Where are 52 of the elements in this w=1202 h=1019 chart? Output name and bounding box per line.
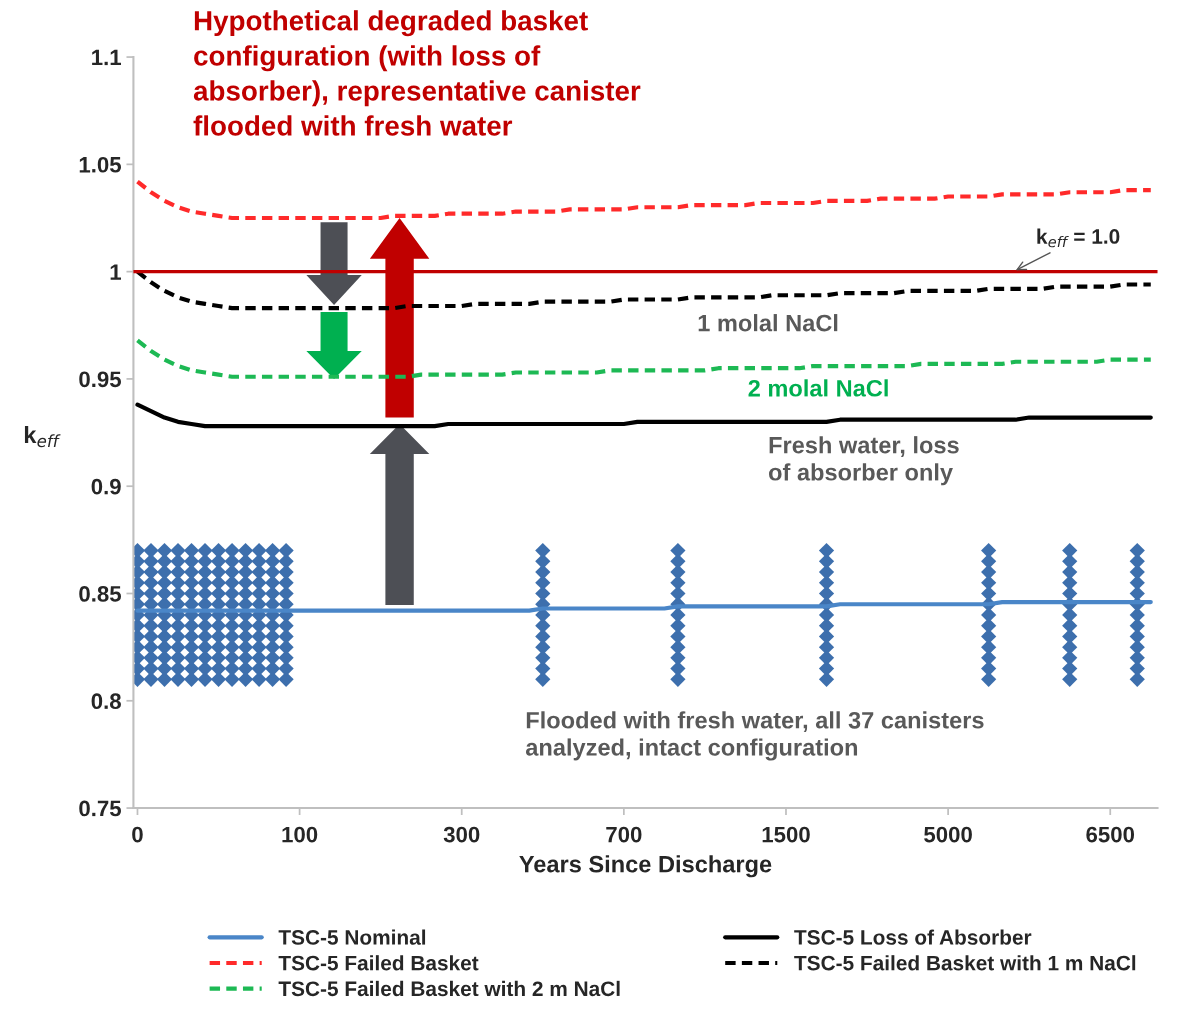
- y-tick-label: 1.05: [79, 156, 121, 173]
- line-series: [135, 338, 1153, 379]
- y-tick-label: 0.8: [91, 693, 121, 710]
- point: [210, 564, 227, 580]
- y-tick-label: 0.85: [79, 586, 121, 602]
- y-tick-label: 0.75: [79, 800, 121, 817]
- legend-label: TSC-5 Failed Basket with 1 m NaCl: [794, 955, 1136, 971]
- point: [1062, 639, 1078, 655]
- line-series: [135, 402, 1153, 429]
- x-tick-label: 6500: [1086, 826, 1135, 843]
- y-tick-label: 0.9: [91, 478, 121, 495]
- x-tick-label: 300: [443, 826, 480, 843]
- point: [264, 564, 281, 580]
- annotation: Hypothetical degraded basket configuration (with loss of absorber), representative canister flooded with fresh water: [193, 10, 641, 136]
- point: [210, 650, 227, 666]
- legend-label: TSC-5 Loss of Absorber: [794, 929, 1032, 945]
- point: [264, 650, 281, 666]
- point: [670, 650, 686, 666]
- annotation: Flooded with fresh water, all 37 canisters analyzed, intact configuration: [525, 711, 984, 761]
- point: [237, 639, 254, 655]
- point: [278, 564, 294, 580]
- legend-label: TSC-5 Nominal: [278, 929, 426, 945]
- ref-line-label: k$_{eff}$ = 1.0: [1037, 228, 1120, 248]
- y-tick-label: 1: [110, 264, 121, 280]
- y-tick-label: 0.95: [79, 371, 121, 388]
- x-tick-label: 5000: [924, 826, 972, 843]
- x-tick-label: 700: [606, 826, 642, 843]
- line-series: [135, 179, 1153, 221]
- legend-label: TSC-5 Failed Basket with 2 m NaCl: [278, 980, 620, 997]
- x-axis-title: Years Since Discharge: [519, 855, 772, 878]
- point: [1062, 575, 1078, 591]
- point: [535, 650, 551, 666]
- x-tick-label: 0: [132, 826, 143, 843]
- legend-label: TSC-5 Failed Basket: [278, 955, 479, 971]
- y-tick-label: 1.1: [92, 49, 121, 66]
- point: [1129, 650, 1145, 666]
- point: [264, 639, 281, 655]
- point: [237, 650, 254, 666]
- annotation: 2 molal NaCl: [748, 379, 888, 397]
- point: [237, 564, 254, 580]
- point: [1062, 650, 1078, 666]
- x-tick-label: 100: [282, 826, 318, 843]
- point: [535, 575, 551, 591]
- annotation: 1 molal NaCl: [698, 314, 838, 332]
- point: [981, 575, 997, 591]
- point: [670, 607, 686, 623]
- point: [210, 639, 227, 655]
- y-axis-title: k$_{eff}$: [24, 425, 61, 448]
- point: [1129, 575, 1145, 591]
- annotation: Fresh water, loss of absorber only: [769, 436, 959, 486]
- x-tick-label: 1500: [762, 826, 810, 843]
- point: [278, 650, 294, 666]
